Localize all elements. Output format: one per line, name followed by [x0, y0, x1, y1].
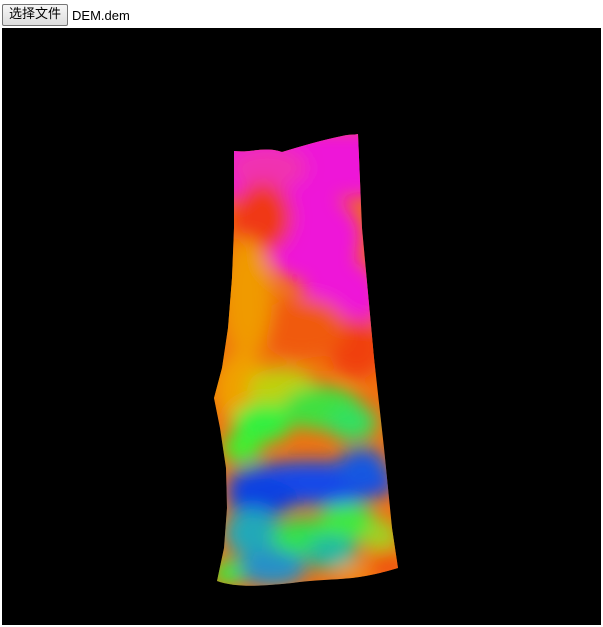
terrain-canvas[interactable] — [2, 28, 601, 625]
choose-file-button[interactable]: 选择文件 — [2, 4, 69, 26]
dem-3d-viewport[interactable] — [2, 28, 601, 625]
terrain-surface — [214, 134, 398, 586]
file-input-row: 选择文件 DEM.dem — [0, 4, 130, 26]
selected-file-name: DEM.dem — [72, 7, 130, 23]
